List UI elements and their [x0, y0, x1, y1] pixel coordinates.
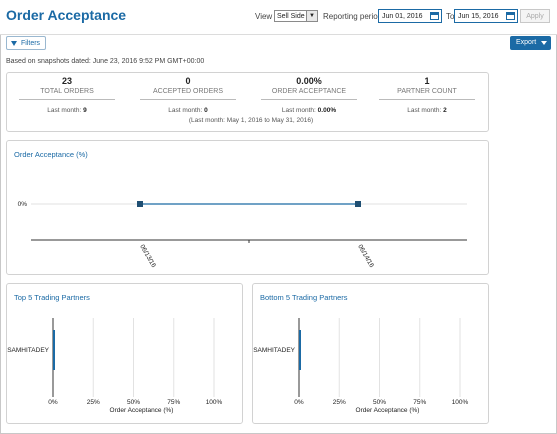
view-select[interactable]: Sell Side ▼: [274, 10, 318, 22]
x-tick-label: 25%: [87, 399, 100, 406]
header-bar: Order Acceptance View Sell Side ▼ Report…: [0, 0, 557, 35]
last-month-label: Last month:: [47, 107, 82, 114]
x-tick-label: 0%: [294, 399, 304, 406]
last-month-value: 2: [443, 107, 447, 114]
x-tick-label: 0%: [48, 399, 58, 406]
last-month-label: Last month:: [168, 107, 203, 114]
bottom-partners-panel: Bottom 5 Trading Partners 0% 25% 50% 75% 100…: [252, 283, 489, 424]
x-tick-label: 06/14/16: [356, 244, 375, 270]
last-month-label: Last month:: [281, 107, 316, 114]
date-from-input[interactable]: Jun 01, 2016: [378, 9, 442, 23]
stat-order-acceptance: 0.00% ORDER ACCEPTANCE: [261, 76, 357, 100]
x-tick-label: 75%: [413, 399, 426, 406]
date-from-value: Jun 01, 2016: [382, 13, 423, 20]
calendar-icon[interactable]: [430, 12, 439, 20]
x-tick-label: 75%: [167, 399, 180, 406]
top-partners-chart: 0% 25% 50% 75% 100% SAMHITADEY Order Acceptanc…: [7, 318, 223, 414]
to-label: To: [446, 12, 455, 21]
last-month-range: (Last month: May 1, 2016 to May 31, 2016…: [188, 117, 314, 124]
last-month-value: 0: [204, 107, 208, 114]
kpi-panel: 23 TOTAL ORDERS 0 ACCEPTED ORDERS 0.00% …: [6, 72, 489, 132]
data-point: [137, 201, 143, 207]
stat-value: 0.00%: [296, 76, 322, 86]
stat-value: 1: [424, 76, 430, 86]
chart-title: Order Acceptance (%): [14, 150, 88, 159]
y-tick-label: 0%: [18, 201, 28, 208]
stat-label: PARTNER COUNT: [379, 88, 475, 100]
export-button[interactable]: Export: [510, 36, 551, 50]
x-tick-label: 50%: [127, 399, 140, 406]
bar: [53, 330, 55, 370]
filters-button[interactable]: Filters: [6, 36, 46, 50]
view-select-value: Sell Side: [277, 13, 305, 20]
stat-value: 0: [185, 76, 191, 86]
y-category-label: SAMHITADEY: [7, 347, 49, 354]
stat-total-orders: 23 TOTAL ORDERS: [19, 76, 115, 100]
x-tick-label: 100%: [206, 399, 223, 406]
x-tick-label: 25%: [333, 399, 346, 406]
snapshot-date: Based on snapshots dated: June 23, 2016 …: [6, 58, 205, 65]
chart-title: Bottom 5 Trading Partners: [260, 293, 348, 302]
data-point: [355, 201, 361, 207]
reporting-period-label: Reporting period: [323, 12, 383, 21]
last-month-order-acceptance: Last month: 0.00%: [261, 107, 357, 114]
last-month-value: 0.00%: [317, 107, 337, 114]
page-title: Order Acceptance: [6, 7, 127, 23]
stat-label: ORDER ACCEPTANCE: [261, 88, 357, 100]
filters-label: Filters: [21, 40, 41, 47]
line-chart: 0% 06/13/16 06/14/16: [18, 201, 467, 270]
export-label: Export: [516, 39, 537, 46]
last-month-total-orders: Last month: 9: [19, 107, 115, 114]
bar: [299, 330, 301, 370]
stat-value: 23: [61, 76, 72, 86]
x-tick-label: 100%: [452, 399, 469, 406]
stat-accepted-orders: 0 ACCEPTED ORDERS: [140, 76, 236, 100]
view-label: View: [255, 12, 273, 21]
x-tick-label: 50%: [373, 399, 386, 406]
caret-down-icon: [541, 41, 547, 45]
chevron-down-icon[interactable]: ▼: [306, 11, 317, 21]
bottom-partners-chart: 0% 25% 50% 75% 100% SAMHITADEY Order Acceptanc…: [253, 318, 469, 414]
chart-title: Top 5 Trading Partners: [14, 293, 90, 302]
top-partners-panel: Top 5 Trading Partners 0% 25% 50% 75% 100% SA…: [6, 283, 243, 424]
y-category-label: SAMHITADEY: [253, 347, 295, 354]
x-axis-label: Order Acceptance (%): [110, 407, 174, 414]
x-axis-label: Order Acceptance (%): [356, 407, 420, 414]
stat-partner-count: 1 PARTNER COUNT: [379, 76, 475, 100]
last-month-value: 9: [83, 107, 87, 114]
stat-label: ACCEPTED ORDERS: [140, 88, 236, 100]
stat-label: TOTAL ORDERS: [19, 88, 115, 100]
filter-icon: [11, 41, 17, 46]
date-to-value: Jun 15, 2016: [458, 13, 499, 20]
order-acceptance-chart-panel: Order Acceptance (%) 0% 06/13/16 06/14/16: [6, 140, 489, 275]
last-month-partner-count: Last month: 2: [379, 107, 475, 114]
apply-button[interactable]: Apply: [520, 9, 550, 23]
calendar-icon[interactable]: [506, 12, 515, 20]
last-month-accepted-orders: Last month: 0: [140, 107, 236, 114]
x-tick-label: 06/13/16: [138, 244, 157, 270]
date-to-input[interactable]: Jun 15, 2016: [454, 9, 518, 23]
last-month-label: Last month:: [407, 107, 442, 114]
